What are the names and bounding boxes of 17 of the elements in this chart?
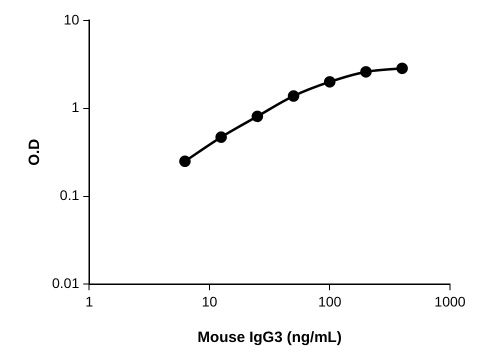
- point: [252, 110, 264, 122]
- x-tick-label: 10: [202, 293, 218, 310]
- y-axis-title: O.D: [26, 138, 44, 166]
- point: [396, 62, 408, 74]
- y-tick-label: 10: [64, 11, 80, 28]
- x-tick-label: 100: [318, 293, 342, 310]
- point: [179, 156, 191, 168]
- x-tick-label: 1: [85, 293, 94, 310]
- point: [324, 76, 336, 88]
- point: [360, 66, 372, 78]
- point: [288, 90, 300, 102]
- y-tick-label: 0.1: [60, 187, 80, 204]
- y-tick-label: 0.01: [52, 275, 80, 292]
- x-tick-label: 1000: [434, 293, 466, 310]
- y-tick-label: 1: [71, 99, 80, 116]
- x-axis-title: Mouse IgG3 (ng/mL): [198, 329, 342, 346]
- point: [215, 131, 227, 143]
